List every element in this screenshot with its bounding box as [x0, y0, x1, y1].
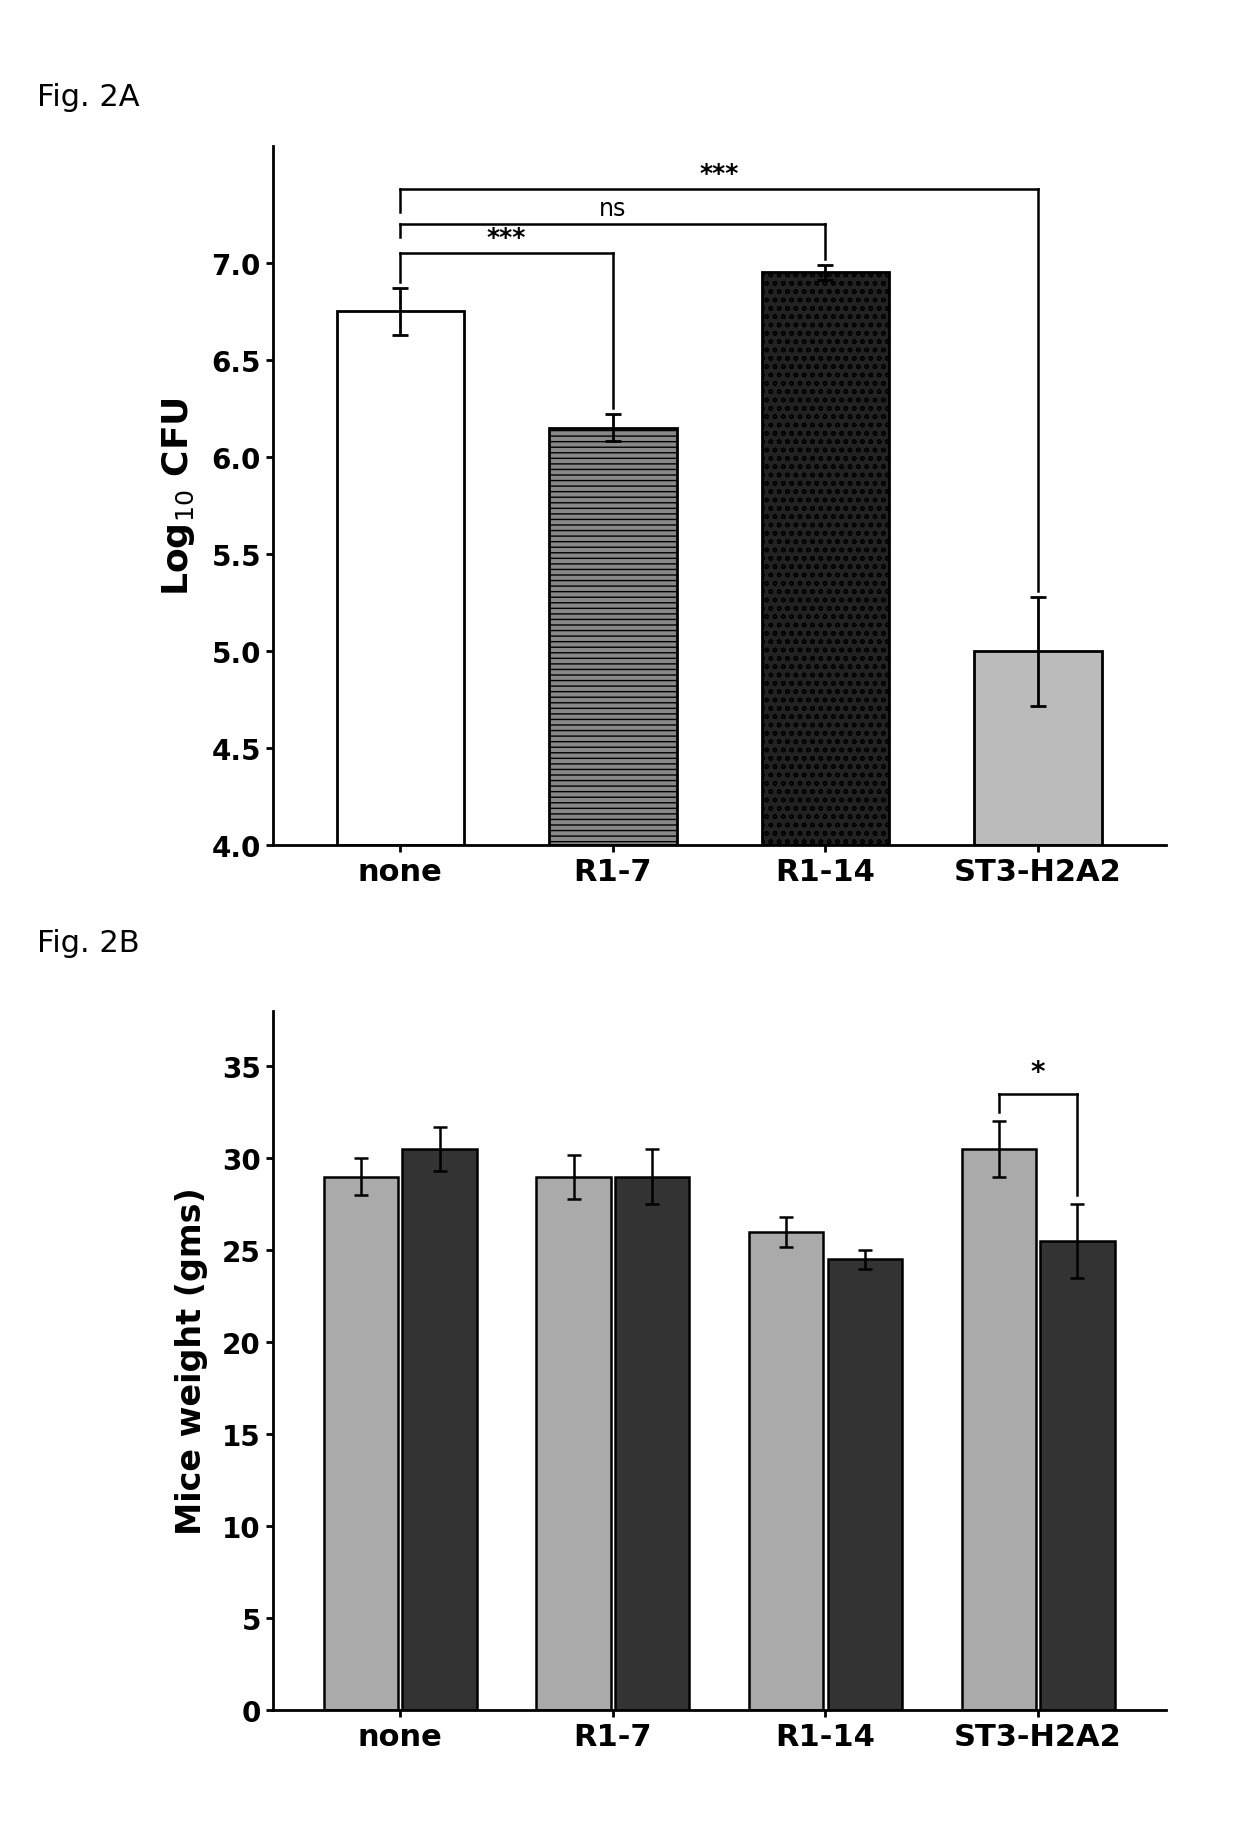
Bar	[827, 1260, 901, 1710]
Y-axis label: Mice weight (gms): Mice weight (gms)	[175, 1188, 208, 1534]
Text: Fig. 2A: Fig. 2A	[37, 83, 140, 112]
Bar	[615, 1177, 689, 1710]
Bar	[403, 1149, 477, 1710]
Bar	[749, 1232, 823, 1710]
Text: ***: ***	[487, 226, 526, 250]
Bar	[975, 651, 1102, 846]
Bar	[537, 1177, 611, 1710]
Bar	[961, 1149, 1035, 1710]
Bar	[761, 274, 889, 846]
Y-axis label: Log$_{10}$ CFU: Log$_{10}$ CFU	[160, 397, 197, 596]
Text: ns: ns	[599, 197, 626, 221]
Text: Fig. 2B: Fig. 2B	[37, 929, 140, 958]
Bar	[324, 1177, 398, 1710]
Text: ***: ***	[699, 162, 739, 186]
Text: *: *	[1030, 1059, 1045, 1087]
Bar	[549, 428, 677, 846]
Bar	[1040, 1241, 1115, 1710]
Bar	[336, 313, 464, 846]
